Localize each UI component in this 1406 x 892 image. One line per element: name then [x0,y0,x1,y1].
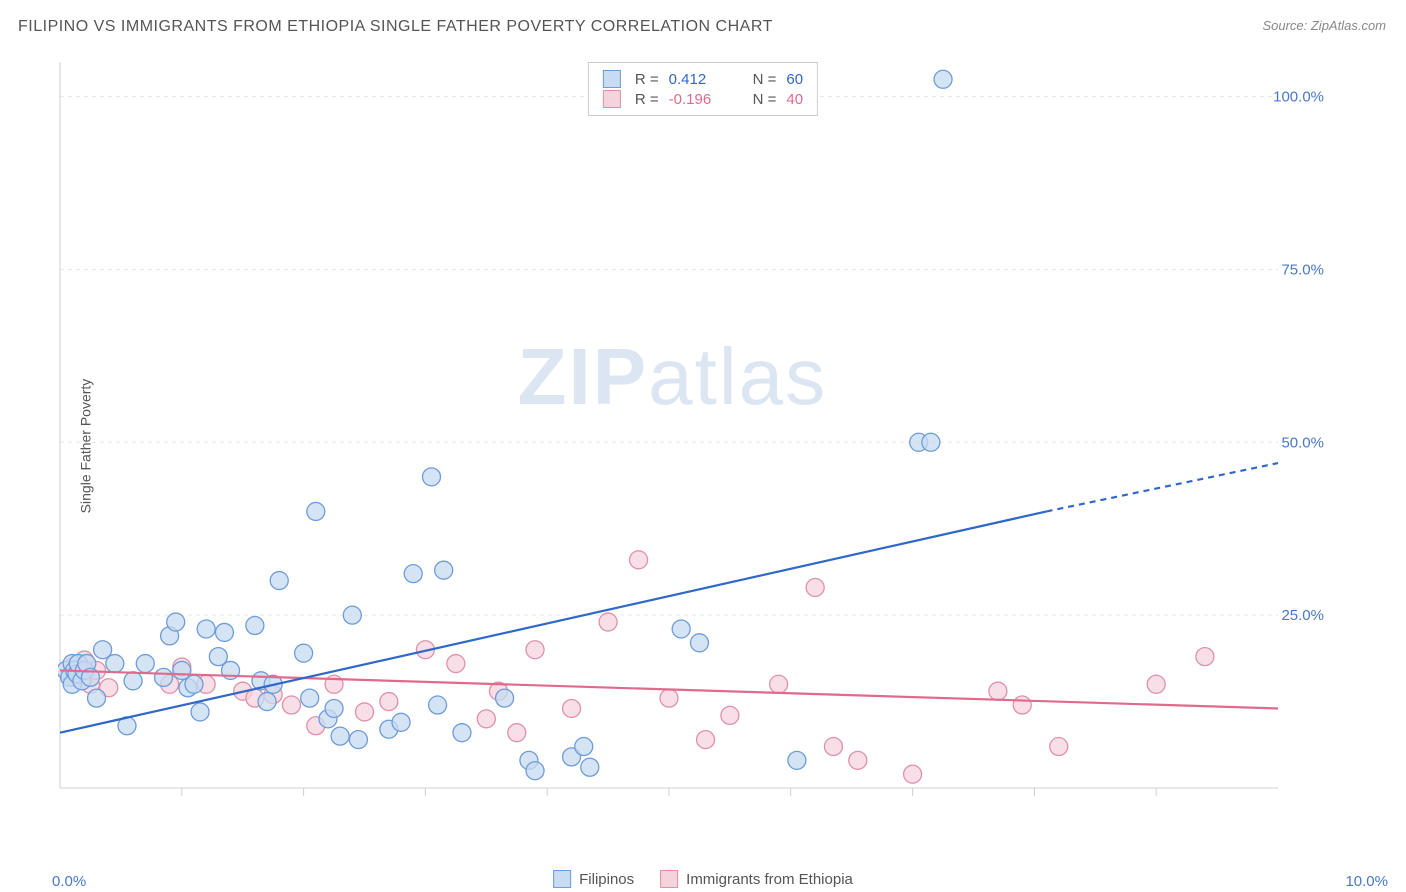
legend-label-b: Immigrants from Ethiopia [686,871,853,888]
r-value-b: -0.196 [669,91,731,108]
legend-swatch-b [660,870,678,888]
legend-item-filipinos: Filipinos [553,870,634,888]
stats-legend: R = 0.412 N = 60 R = -0.196 N = 40 [588,62,818,116]
swatch-ethiopia [603,90,621,108]
legend-swatch-a [553,870,571,888]
stats-row-a: R = 0.412 N = 60 [603,69,803,89]
stats-row-b: R = -0.196 N = 40 [603,89,803,109]
x-axis-min-label: 0.0% [52,873,86,890]
source-label: Source: ZipAtlas.com [1262,18,1386,33]
x-axis-max-label: 10.0% [1345,873,1388,890]
chart-title: FILIPINO VS IMMIGRANTS FROM ETHIOPIA SIN… [18,18,773,36]
legend: Filipinos Immigrants from Ethiopia [553,870,853,888]
svg-text:100.0%: 100.0% [1273,89,1324,106]
svg-text:75.0%: 75.0% [1281,261,1324,278]
n-value-b: 40 [786,91,803,108]
n-value-a: 60 [786,71,803,88]
scatter-plot: 25.0% 50.0% 75.0% 100.0% [58,58,1338,818]
swatch-filipinos [603,70,621,88]
chart-area: ZIPatlas 25.0%50.0%75.0%100.0% [58,58,1338,818]
legend-label-a: Filipinos [579,871,634,888]
svg-text:25.0%: 25.0% [1281,607,1324,624]
r-value-a: 0.412 [669,71,731,88]
legend-item-ethiopia: Immigrants from Ethiopia [660,870,853,888]
svg-text:50.0%: 50.0% [1281,434,1324,451]
